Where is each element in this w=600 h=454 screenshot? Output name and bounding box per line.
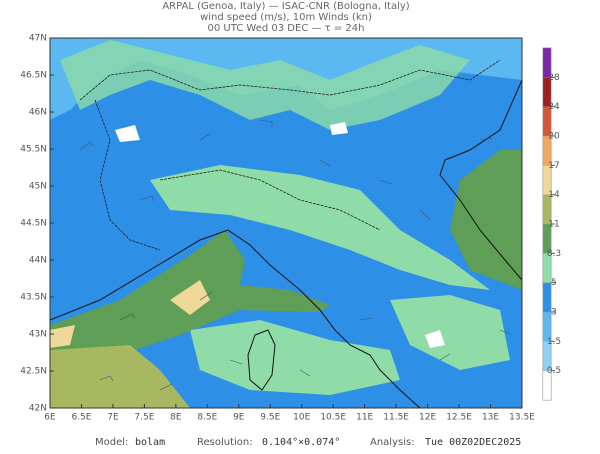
border — [159, 169, 381, 231]
field-patch — [50, 345, 190, 408]
x-tick-label: 6E — [44, 413, 56, 423]
x-tick-label: 7E — [107, 413, 119, 423]
x-tick-label: 9.5E — [260, 413, 280, 423]
field-patch — [190, 320, 400, 395]
x-tick-label: 13.5E — [509, 413, 535, 423]
y-tick-label: 45N — [29, 182, 47, 192]
x-tick-label: 6.5E — [71, 413, 91, 423]
colorbar-label: 8.3 — [547, 249, 561, 259]
field-patch — [170, 280, 210, 315]
wind-barbs — [79, 119, 511, 391]
field-patch — [450, 150, 522, 290]
y-tick-label: 43.5N — [20, 293, 47, 303]
header-line: ARPAL (Genoa, Italy) — ISAC-CNR (Bologna… — [162, 1, 409, 12]
y-tick-label: 47N — [29, 34, 47, 44]
header-line: 00 UTC Wed 03 DEC — τ = 24h — [208, 23, 365, 34]
footer-label: Model: — [95, 437, 128, 448]
coastline — [50, 229, 421, 408]
field-patch — [390, 295, 510, 370]
field-patch — [150, 165, 490, 290]
footer-value: Tue 00Z02DEC2025 — [425, 437, 521, 448]
x-tick-label: 10.5E — [320, 413, 346, 423]
y-tick-label: 45.5N — [20, 145, 47, 155]
y-tick-label: 43N — [29, 330, 47, 340]
x-tick-label: 11.5E — [383, 413, 409, 423]
y-tick-label: 46N — [29, 108, 47, 118]
field-patch — [60, 40, 470, 130]
footer-value: bolam — [135, 437, 165, 448]
colorbar-label: 24 — [548, 102, 560, 112]
colorbar-label: 0.5 — [547, 366, 561, 376]
y-tick-label: 44N — [29, 256, 47, 266]
x-tick-label: 9E — [233, 413, 245, 423]
x-tick-label: 8E — [170, 413, 182, 423]
x-tick-label: 12E — [419, 413, 436, 423]
colorbar-label: 14 — [548, 190, 560, 200]
x-tick-label: 11E — [356, 413, 373, 423]
colorbar-label: 5 — [551, 278, 557, 288]
header-line: wind speed (m/s), 10m Winds (kn) — [200, 12, 372, 23]
colorbar-band — [542, 282, 552, 313]
colorbar-label: 11 — [548, 220, 559, 230]
x-tick-label: 12.5E — [446, 413, 472, 423]
coastline — [439, 79, 522, 281]
border — [79, 59, 501, 251]
x-tick-label: 8.5E — [197, 413, 217, 423]
colorbar-label: 1.5 — [547, 337, 561, 347]
coastline — [247, 329, 276, 391]
y-tick-label: 44.5N — [20, 219, 47, 229]
colorbar-band — [542, 47, 552, 78]
footer-label: Analysis: — [370, 437, 415, 448]
x-tick-label: 13E — [482, 413, 499, 423]
y-tick-label: 46.5N — [20, 71, 47, 81]
footer-label: Resolution: — [197, 437, 253, 448]
footer-value: 0.104°×0.074° — [262, 437, 340, 448]
field-patch — [50, 325, 75, 348]
y-tick-label: 42N — [29, 404, 47, 414]
colorbar-label: 28 — [548, 73, 560, 83]
colorbar-label: 17 — [548, 161, 559, 171]
colorbar-label: 3 — [551, 308, 557, 318]
map-field — [50, 38, 522, 408]
x-tick-label: 10E — [293, 413, 310, 423]
colorbar-label: 20 — [548, 132, 560, 142]
x-tick-label: 7.5E — [134, 413, 154, 423]
y-tick-label: 42.5N — [20, 367, 47, 377]
